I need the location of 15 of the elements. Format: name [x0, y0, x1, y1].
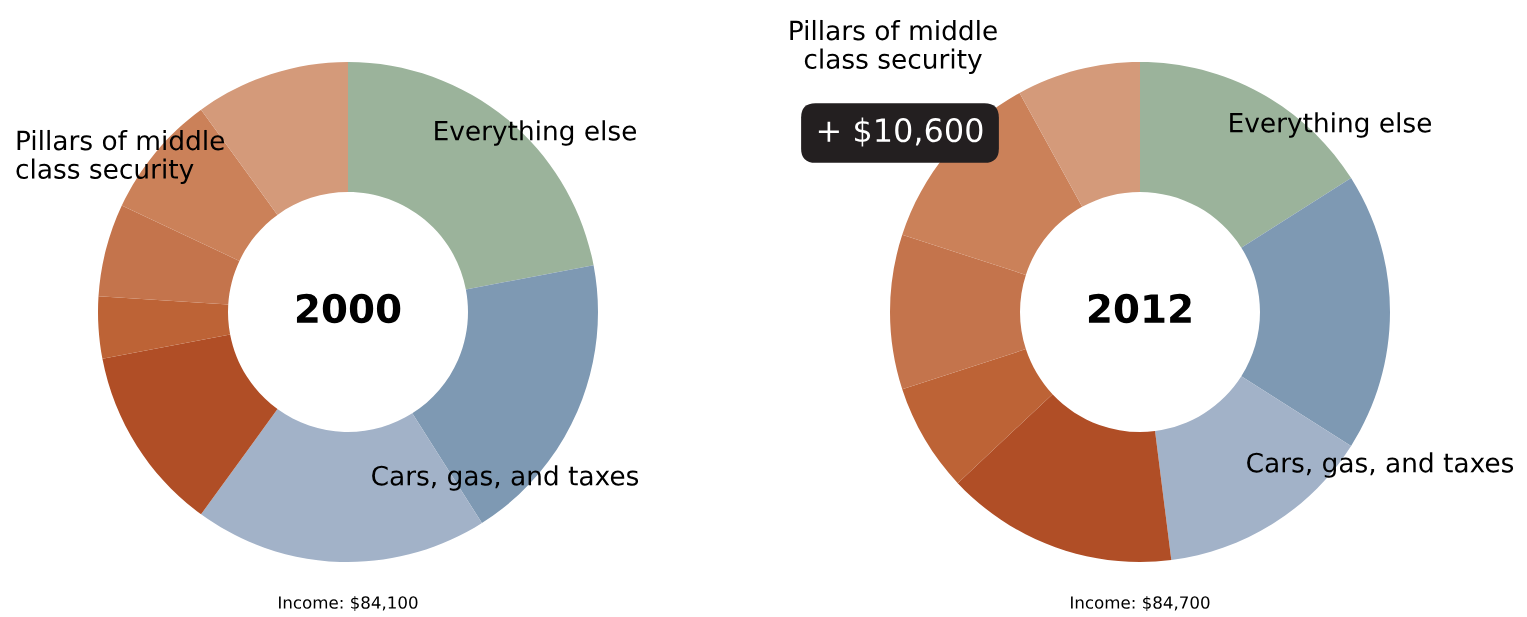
- text: Income: $84,100: [279, 595, 418, 612]
- donut-slice: [1019, 62, 1140, 207]
- donut-slice: [1241, 178, 1390, 446]
- donut-slice: [902, 349, 1053, 484]
- text: Pillars of middle class security: [790, 19, 997, 75]
- donut-slice: [102, 334, 278, 515]
- donut-slice: [98, 296, 231, 359]
- text: 2000: [296, 293, 401, 324]
- donut-slice: [957, 394, 1172, 562]
- text: 2012: [1088, 293, 1191, 324]
- text: + $10,600: [818, 117, 983, 147]
- donut-slice: [890, 234, 1026, 390]
- text: Income: $84,700: [1071, 595, 1210, 612]
- donut-slice: [98, 205, 240, 305]
- text: Cars, gas, and taxes: [1247, 452, 1514, 478]
